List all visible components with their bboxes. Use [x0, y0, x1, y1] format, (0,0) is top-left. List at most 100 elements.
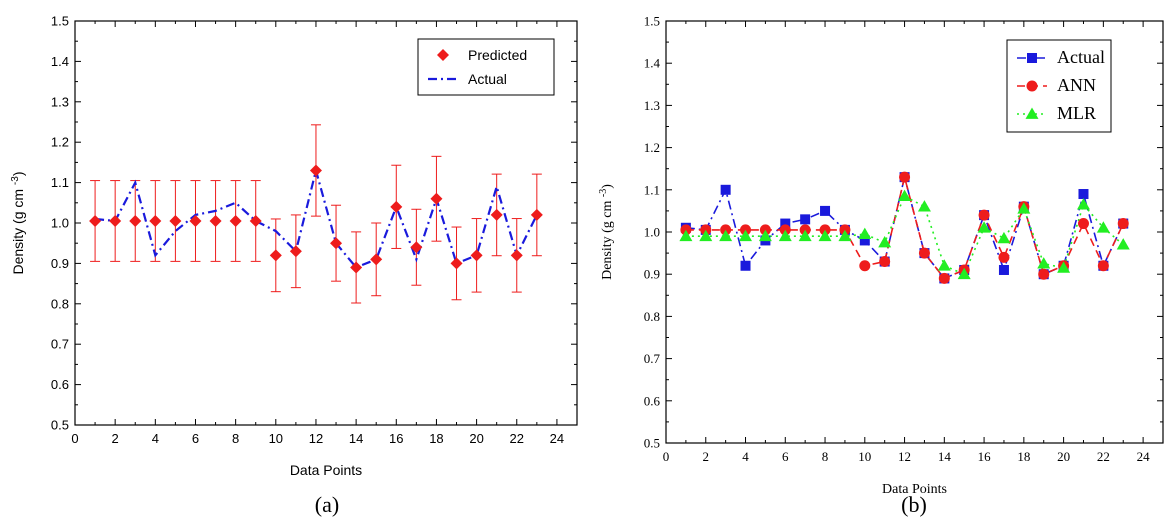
ann-point	[1077, 218, 1089, 230]
actual-point	[1078, 189, 1089, 200]
predicted-point	[229, 214, 242, 227]
x-tick-label: 8	[822, 449, 829, 464]
predicted-point	[410, 241, 423, 254]
x-tick-label: 22	[1097, 449, 1110, 464]
x-tick-label: 8	[232, 431, 239, 446]
y-tick-label: 1.4	[644, 56, 661, 71]
x-tick-label: 18	[1017, 449, 1030, 464]
mlr-point	[778, 229, 792, 242]
ann-point	[899, 171, 911, 183]
chart-panel-a: 0 2 4 6 8 10 12 14 16 18 20 22 240.50.60.70.80.91.01…	[10, 14, 578, 517]
x-tick-label: 6	[782, 449, 789, 464]
predicted-point	[249, 214, 262, 227]
predicted-point	[209, 214, 222, 227]
legend-box	[417, 38, 555, 96]
mlr-point	[1017, 202, 1031, 214]
x-tick-label: 16	[978, 449, 992, 464]
y-tick-label: 1.1	[644, 182, 660, 197]
predicted-point	[510, 249, 523, 262]
mlr-point	[937, 259, 951, 271]
x-tick-label: 24	[1137, 449, 1151, 464]
predicted-point	[430, 192, 443, 205]
legend-marker	[1025, 107, 1039, 119]
y-tick-label: 1.2	[51, 135, 69, 150]
x-tick-label: 2	[703, 449, 710, 464]
predicted-point	[149, 214, 162, 227]
predicted-point	[309, 164, 322, 177]
y-tick-label: 0.9	[644, 267, 660, 282]
legend-marker	[1027, 53, 1037, 63]
x-tick-label: 20	[469, 431, 483, 446]
mlr-point	[977, 221, 991, 233]
y-tick-label: 0.6	[51, 377, 69, 392]
x-axis-title: Data Points	[882, 482, 947, 497]
y-tick-label: 1.5	[51, 14, 69, 29]
mlr-point	[679, 229, 693, 242]
mlr-point	[1116, 238, 1130, 250]
ann-point	[938, 272, 950, 284]
x-tick-label: 2	[112, 431, 119, 446]
x-tick-label: 14	[938, 449, 952, 464]
y-tick-label: 0.7	[51, 337, 69, 352]
predicted-point	[490, 208, 503, 221]
y-tick-label: 1.3	[644, 98, 660, 113]
actual-point	[740, 260, 751, 271]
mlr-point	[898, 189, 912, 202]
predicted-point	[450, 257, 463, 270]
ann-point	[998, 251, 1010, 263]
ann-point	[1117, 218, 1129, 230]
y-tick-label: 1.1	[51, 175, 69, 190]
y-tick-label: 0.9	[51, 256, 69, 271]
x-tick-label: 16	[389, 431, 403, 446]
x-tick-label: 12	[309, 431, 323, 446]
y-tick-label: 0.5	[51, 418, 69, 433]
ann-point	[879, 256, 891, 268]
legend: Actual ANN MLR	[1006, 39, 1112, 133]
predicted-point	[289, 245, 302, 258]
predicted-point	[129, 214, 142, 227]
y-tick-label: 0.7	[644, 351, 661, 366]
legend-label: ANN	[1057, 75, 1096, 95]
ann-point	[859, 260, 871, 272]
series-line-mlr	[685, 195, 1124, 276]
predicted-point	[89, 214, 102, 227]
mlr-point	[798, 229, 812, 242]
predicted-point	[169, 214, 182, 227]
predicted-point	[350, 261, 363, 274]
actual-point	[820, 205, 831, 216]
mlr-point	[1076, 198, 1090, 210]
predicted-point	[470, 249, 483, 262]
y-axis-title: Density (g cm -3)	[10, 171, 26, 274]
y-tick-label: 1.5	[644, 14, 660, 29]
y-tick-label: 1.0	[644, 225, 660, 240]
mlr-point	[699, 229, 713, 242]
legend-label: Predicted	[468, 47, 527, 63]
y-tick-label: 0.6	[644, 393, 661, 408]
legend-label: Actual	[468, 71, 507, 87]
y-tick-label: 1.3	[51, 94, 69, 109]
legend-marker	[437, 49, 449, 61]
actual-point	[780, 218, 791, 229]
x-tick-label: 4	[152, 431, 159, 446]
series-line-ann	[685, 176, 1124, 280]
mlr-point	[758, 229, 772, 242]
mlr-point	[997, 231, 1011, 244]
legend: Predicted Actual	[417, 38, 555, 96]
mlr-point	[1037, 257, 1051, 269]
actual-point	[859, 235, 870, 246]
x-tick-label: 18	[429, 431, 443, 446]
x-tick-label: 20	[1057, 449, 1070, 464]
mlr-point	[719, 229, 733, 242]
x-tick-label: 12	[898, 449, 911, 464]
panel-label: (a)	[315, 492, 339, 517]
ann-point	[1097, 260, 1109, 272]
x-tick-label: 0	[663, 449, 670, 464]
mlr-point	[818, 229, 832, 242]
ann-point	[1038, 268, 1050, 280]
predicted-point	[330, 237, 343, 250]
x-axis-title: Data Points	[290, 462, 362, 478]
mlr-point	[1096, 221, 1110, 233]
x-tick-label: 22	[510, 431, 524, 446]
predicted-point	[530, 208, 543, 221]
